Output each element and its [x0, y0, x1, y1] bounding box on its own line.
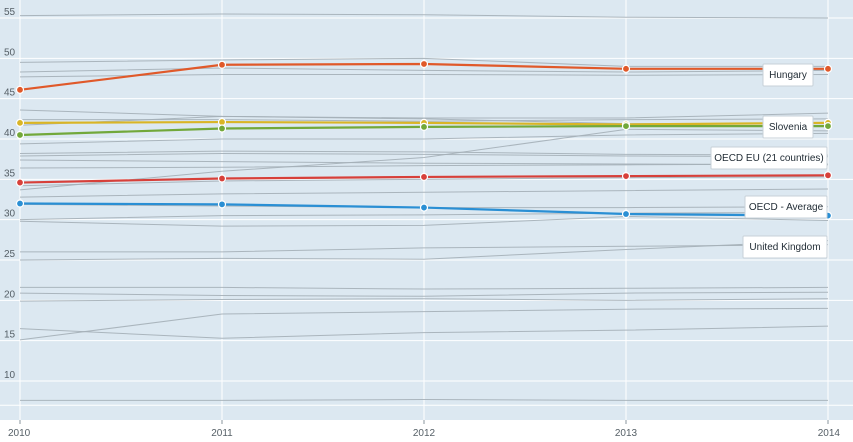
background-series-line — [19, 163, 829, 169]
data-point-oecd-eu-21-countries[interactable] — [621, 121, 631, 131]
highlighted-series-layer — [15, 59, 833, 220]
x-tick-label: 2012 — [413, 428, 436, 439]
background-series-line — [19, 150, 829, 156]
x-axis: 2010 2011 2012 2013 2014 — [8, 420, 840, 439]
y-tick-label: 30 — [4, 209, 16, 220]
y-tick-label: 40 — [4, 128, 16, 139]
series-label-box — [710, 146, 828, 170]
series-label-box — [744, 195, 828, 219]
series-label-box — [762, 115, 814, 139]
x-tick-label: 2010 — [8, 428, 31, 439]
background-series-line — [19, 240, 829, 261]
background-series-line — [19, 188, 829, 198]
data-point-oecd-eu-21-countries[interactable] — [217, 124, 227, 133]
data-point-oecd-average[interactable] — [621, 172, 631, 181]
series-label-box — [742, 235, 828, 259]
background-series-line — [19, 325, 829, 339]
series-label-oecd-average[interactable]: OECD - Average — [744, 195, 828, 219]
x-tick-label: 2014 — [818, 428, 841, 439]
y-tick-label: 20 — [4, 289, 16, 300]
background-series-line — [19, 291, 829, 297]
background-series-line — [19, 307, 829, 341]
series-label-united-kingdom[interactable]: United Kingdom — [742, 235, 828, 259]
background-series-line — [20, 244, 829, 253]
data-point-hungary[interactable] — [217, 60, 227, 69]
series-label-oecd-eu-21-countries[interactable]: OECD EU (21 countries) — [710, 146, 828, 170]
y-tick-label: 35 — [4, 168, 16, 179]
x-tick-label: 2013 — [615, 428, 638, 439]
y-tick-label: 50 — [4, 47, 16, 58]
y-tick-label: 55 — [4, 7, 16, 18]
series-label-text: Hungary — [769, 70, 807, 81]
y-tick-label: 45 — [4, 88, 16, 99]
background-series-line — [19, 57, 828, 67]
background-series-line — [20, 286, 829, 290]
data-point-united-kingdom[interactable] — [217, 200, 227, 209]
data-point-oecd-average[interactable] — [823, 171, 833, 180]
data-point-hungary[interactable] — [823, 64, 833, 73]
data-point-united-kingdom[interactable] — [621, 209, 631, 219]
y-tick-label: 25 — [4, 249, 16, 260]
background-series-line — [20, 399, 828, 401]
data-point-oecd-average[interactable] — [419, 172, 429, 182]
background-series-line — [19, 298, 829, 302]
background-series-line — [19, 211, 829, 221]
data-point-hungary[interactable] — [621, 64, 631, 73]
background-series-line — [19, 67, 829, 73]
background-series-line — [19, 73, 829, 78]
series-label-slovenia[interactable]: Slovenia — [762, 115, 814, 139]
series-label-hungary[interactable]: Hungary — [762, 63, 814, 87]
series-label-text: OECD - Average — [749, 202, 824, 213]
data-point-oecd-eu-21-countries[interactable] — [823, 121, 833, 131]
y-tick-label: 15 — [4, 330, 16, 341]
background-series-line — [19, 215, 829, 227]
series-label-text: Slovenia — [769, 122, 808, 133]
y-tick-label: 10 — [4, 370, 16, 381]
series-label-text: United Kingdom — [749, 242, 820, 253]
series-label-layer: Hungary Slovenia OECD EU (21 countries) OEC… — [710, 63, 828, 259]
data-point-hungary[interactable] — [419, 59, 429, 69]
data-point-slovenia[interactable] — [15, 118, 25, 127]
series-label-text: OECD EU (21 countries) — [714, 153, 823, 164]
data-point-oecd-average[interactable] — [15, 178, 25, 187]
series-label-box — [762, 63, 814, 87]
data-point-hungary[interactable] — [15, 85, 25, 94]
background-series-line — [19, 132, 829, 145]
background-series-line — [19, 153, 829, 158]
background-series-line — [19, 128, 829, 191]
data-point-oecd-average[interactable] — [217, 174, 227, 183]
y-axis: 10 15 20 25 30 35 40 45 50 55 — [4, 7, 16, 381]
background-series-line — [19, 109, 829, 119]
data-point-united-kingdom[interactable] — [15, 199, 25, 208]
data-point-oecd-eu-21-countries[interactable] — [419, 122, 429, 132]
data-point-united-kingdom[interactable] — [419, 203, 429, 212]
data-point-oecd-eu-21-countries[interactable] — [15, 130, 25, 140]
x-tick-label: 2011 — [211, 428, 233, 439]
background-series-line — [19, 13, 829, 19]
